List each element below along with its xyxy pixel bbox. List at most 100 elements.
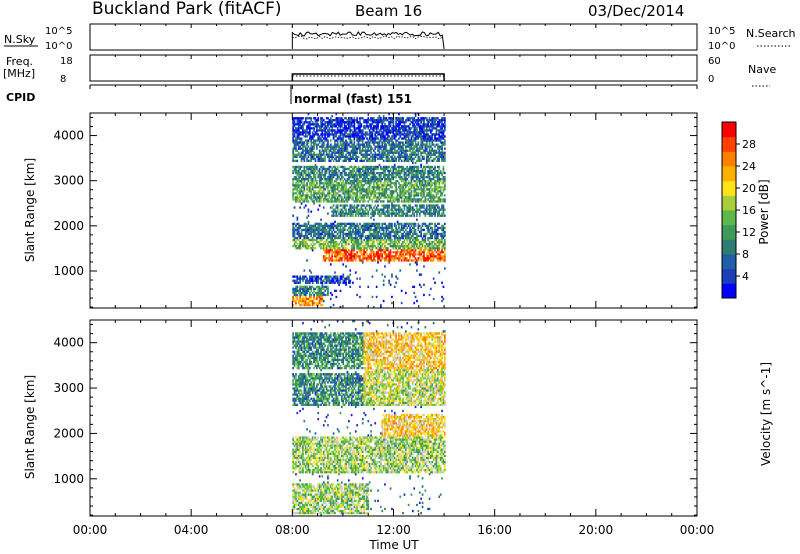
heatmap-cell bbox=[292, 184, 294, 187]
heatmap-cell bbox=[361, 224, 364, 227]
heatmap-cell bbox=[410, 222, 413, 225]
heatmap-cell bbox=[304, 295, 307, 299]
heatmap-cell bbox=[417, 253, 420, 256]
heatmap-cell bbox=[377, 127, 379, 130]
heatmap-cell bbox=[292, 198, 294, 201]
heatmap-cell bbox=[396, 198, 399, 201]
heatmap-cell bbox=[345, 147, 347, 150]
heatmap-cell bbox=[431, 147, 434, 150]
heatmap-cell bbox=[353, 194, 356, 197]
heatmap-cell bbox=[354, 119, 357, 122]
heatmap-cell bbox=[377, 180, 379, 183]
heatmap-cell bbox=[418, 149, 421, 152]
heatmap-cell bbox=[317, 117, 320, 120]
heatmap-cell bbox=[378, 194, 381, 197]
heatmap-cell bbox=[382, 149, 385, 152]
heatmap-cell bbox=[334, 173, 336, 177]
heatmap-cell bbox=[316, 301, 318, 305]
heatmap-cell bbox=[412, 206, 414, 209]
heatmap-cell bbox=[341, 123, 343, 126]
heatmap-cell bbox=[414, 176, 417, 179]
heatmap-cell bbox=[364, 255, 367, 258]
heatmap-cell bbox=[320, 200, 322, 203]
heatmap-cell bbox=[332, 147, 335, 150]
heatmap-cell bbox=[384, 182, 386, 185]
heatmap-cell bbox=[316, 277, 318, 280]
heatmap-cell bbox=[300, 241, 303, 244]
heatmap-cell bbox=[309, 176, 311, 179]
heatmap-cell bbox=[361, 253, 364, 256]
heatmap-cell bbox=[313, 141, 315, 144]
heatmap-cell bbox=[292, 287, 294, 290]
heatmap-cell bbox=[342, 198, 345, 201]
heatmap-cell bbox=[381, 184, 384, 187]
heatmap-cell bbox=[296, 121, 299, 124]
heatmap-cell bbox=[382, 251, 385, 254]
heatmap-cell bbox=[389, 190, 392, 193]
heatmap-cell bbox=[339, 259, 342, 262]
heatmap-cell bbox=[375, 119, 378, 122]
heatmap-cell bbox=[334, 251, 336, 254]
heatmap-cell bbox=[413, 169, 416, 173]
heatmap-cell bbox=[428, 245, 431, 248]
heatmap-cell bbox=[385, 188, 388, 191]
heatmap-cell bbox=[416, 119, 418, 122]
heatmap-cell bbox=[356, 121, 358, 124]
heatmap-cell bbox=[318, 180, 321, 183]
heatmap-cell bbox=[373, 178, 375, 181]
heatmap-cell bbox=[307, 123, 310, 126]
heatmap-cell bbox=[413, 133, 416, 136]
heatmap-cell bbox=[402, 232, 404, 236]
heatmap-cell bbox=[384, 204, 386, 207]
heatmap-cell bbox=[410, 236, 413, 240]
heatmap-cell bbox=[380, 147, 382, 150]
heatmap-cell bbox=[360, 135, 363, 138]
heatmap-cell bbox=[309, 295, 311, 299]
heatmap-cell bbox=[377, 186, 379, 189]
heatmap-cell bbox=[293, 238, 296, 242]
heatmap-cell bbox=[313, 200, 315, 203]
heatmap-cell bbox=[348, 253, 350, 256]
heatmap-cell bbox=[338, 243, 340, 246]
heatmap-cell bbox=[371, 141, 374, 144]
heatmap-cell bbox=[364, 247, 367, 250]
heatmap-cell bbox=[393, 184, 396, 187]
heatmap-cell bbox=[302, 291, 304, 295]
heatmap-cell bbox=[412, 234, 414, 238]
heatmap-cell bbox=[420, 159, 422, 162]
heatmap-cell bbox=[321, 226, 324, 230]
heatmap-cell bbox=[335, 139, 338, 142]
heatmap-cell bbox=[371, 137, 374, 140]
heatmap-cell bbox=[327, 182, 329, 185]
heatmap-cell bbox=[304, 139, 307, 142]
heatmap-cell bbox=[318, 200, 321, 203]
heatmap-cell bbox=[420, 210, 422, 213]
heatmap-cell bbox=[306, 149, 308, 152]
heatmap-cell bbox=[357, 184, 360, 187]
heatmap-cell bbox=[373, 149, 375, 152]
heatmap-cell bbox=[357, 228, 360, 232]
heatmap-cell bbox=[367, 194, 370, 197]
heatmap-cell bbox=[299, 224, 301, 227]
heatmap-cell bbox=[403, 238, 406, 242]
heatmap-cell bbox=[299, 291, 301, 295]
heatmap-cell bbox=[418, 125, 421, 128]
heatmap-cell bbox=[377, 145, 379, 148]
heatmap-cell bbox=[317, 293, 320, 297]
heatmap-cell bbox=[374, 230, 377, 234]
heatmap-cell bbox=[402, 151, 404, 154]
heatmap-cell bbox=[395, 251, 397, 254]
heatmap-cell bbox=[297, 171, 300, 175]
heatmap-cell bbox=[359, 212, 361, 215]
heatmap-cell bbox=[339, 165, 342, 169]
heatmap-cell bbox=[339, 147, 342, 150]
heatmap-cell bbox=[410, 167, 413, 171]
heatmap-cell bbox=[418, 243, 421, 246]
heatmap-cell bbox=[420, 190, 422, 193]
heatmap-cell bbox=[309, 232, 311, 236]
heatmap-cell bbox=[318, 176, 321, 179]
heatmap-cell bbox=[406, 182, 409, 185]
heatmap-cell bbox=[361, 259, 364, 262]
heatmap-cell bbox=[346, 133, 349, 136]
